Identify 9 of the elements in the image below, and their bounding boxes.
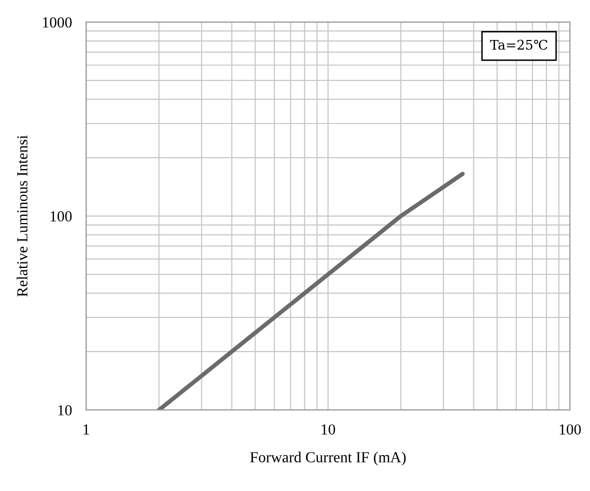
y-tick-label: 100 [50, 211, 72, 222]
x-tick-label: 100 [560, 424, 581, 435]
y-tick-label: 1000 [43, 17, 72, 28]
y-tick-label: 10 [58, 405, 72, 416]
x-tick-label: 10 [322, 424, 336, 435]
annotation: Ta=25℃ [490, 40, 548, 50]
y-axis-title: Relative Luminous Intensi [16, 135, 28, 297]
x-axis-title: Forward Current IF (mA) [250, 452, 406, 466]
x-tick-label: 1 [84, 424, 90, 434]
